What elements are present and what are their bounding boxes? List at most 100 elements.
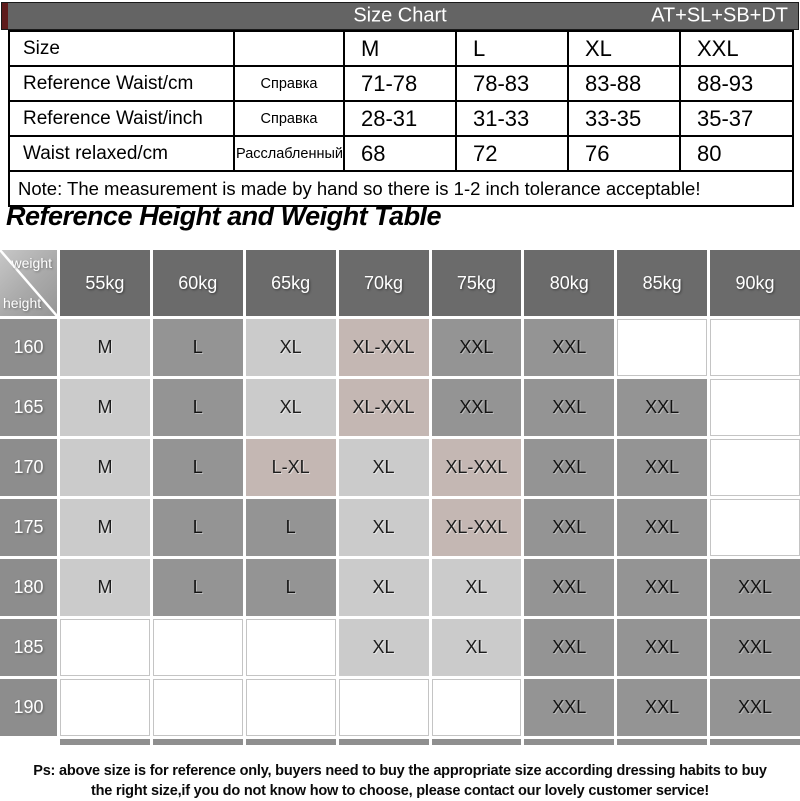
size-table-row: Size M L XL XXL (8, 30, 794, 67)
red-corner-mark (2, 3, 8, 29)
grid-cell (710, 319, 800, 376)
grid-cell: XL (338, 499, 429, 556)
cell-value: 72 (455, 135, 569, 172)
grid-cell: XL (431, 619, 522, 676)
footer-line-2: the right size,if you do not know how to… (90, 783, 710, 799)
height-header: 165 (0, 379, 57, 436)
cell-value: 76 (567, 135, 681, 172)
grid-cell: XXL (617, 619, 708, 676)
cropped-row-cell (524, 739, 615, 745)
grid-cell (338, 679, 429, 736)
grid-cell: XL-XXL (338, 319, 429, 376)
size-table: Size M L XL XXL Reference Waist/cm Справка 71-7… (8, 30, 794, 207)
corner-cell: weight height (0, 250, 57, 316)
weight-header: 70kg (338, 250, 429, 316)
grid-cell (152, 619, 243, 676)
grid-cell (710, 499, 800, 556)
grid-cell: XL (245, 379, 336, 436)
grid-cell: M (60, 319, 150, 376)
cropped-row-gap (0, 739, 57, 745)
grid-cell: XXL (710, 559, 800, 616)
corner-height-label: height (3, 295, 42, 311)
grid-cell: L (152, 379, 243, 436)
grid-cell: L (245, 559, 336, 616)
grid-cell: XL (431, 559, 522, 616)
weight-header: 60kg (152, 250, 243, 316)
grid-cell: XL (338, 559, 429, 616)
row-note: Справка (233, 65, 345, 102)
note-text: Note: The measurement is made by hand so… (8, 170, 794, 207)
cropped-row-cell (710, 739, 800, 745)
cell-value: M (343, 30, 457, 67)
cell-value: 28-31 (343, 100, 457, 137)
grid-cell: XL-XXL (431, 439, 522, 496)
grid-cell: XXL (617, 439, 708, 496)
grid-cell: M (60, 439, 150, 496)
cropped-row-cell (152, 739, 243, 745)
grid-cell: XXL (431, 319, 522, 376)
cropped-row-cell (245, 739, 336, 745)
grid-cell: M (60, 559, 150, 616)
grid-cell: XXL (524, 379, 615, 436)
grid-cell: L (152, 439, 243, 496)
grid-cell (710, 379, 800, 436)
grid-cell: XXL (524, 679, 615, 736)
height-header: 170 (0, 439, 57, 496)
height-header: 175 (0, 499, 57, 556)
grid-cell: L (245, 499, 336, 556)
grid-cell: XXL (617, 559, 708, 616)
row-note (233, 30, 345, 67)
grid-cell: XXL (524, 619, 615, 676)
grid-cell: M (60, 379, 150, 436)
corner-weight-label: weight (11, 255, 52, 271)
cell-value: 83-88 (567, 65, 681, 102)
header-bar: Size Chart AT+SL+SB+DT (1, 2, 799, 30)
weight-header: 85kg (617, 250, 708, 316)
grid-cell: XXL (617, 379, 708, 436)
footer-note: Ps: above size is for reference only, bu… (0, 761, 800, 801)
weight-header: 65kg (245, 250, 336, 316)
grid-cell: XXL (524, 319, 615, 376)
height-header: 160 (0, 319, 57, 376)
grid-cell: L (152, 499, 243, 556)
row-label: Reference Waist/inch (8, 100, 235, 137)
grid-cell (431, 679, 522, 736)
height-header: 190 (0, 679, 57, 736)
cropped-row-cell (338, 739, 429, 745)
grid-cell: XXL (524, 439, 615, 496)
row-label: Waist relaxed/cm (8, 135, 235, 172)
grid-cell (617, 319, 708, 376)
hw-table: weight height 55kg 60kg 65kg 70kg 75kg 80kg 85… (0, 250, 800, 745)
grid-cell: XXL (524, 499, 615, 556)
size-chart-title: Size Chart (353, 4, 447, 27)
weight-header: 55kg (60, 250, 150, 316)
grid-cell: L-XL (245, 439, 336, 496)
cell-value: 35-37 (679, 100, 794, 137)
grid-cell: L (152, 559, 243, 616)
grid-cell: XL-XXL (338, 379, 429, 436)
grid-cell: XXL (431, 379, 522, 436)
height-header: 180 (0, 559, 57, 616)
size-table-row: Waist relaxed/cm Расслабленный 68 72 76 80 (8, 135, 794, 172)
footer-line-1: Ps: above size is for reference only, bu… (33, 763, 767, 779)
row-note: Справка (233, 100, 345, 137)
grid-cell (152, 679, 243, 736)
cell-value: XXL (679, 30, 794, 67)
size-table-row: Reference Waist/inch Справка 28-31 31-33 33-… (8, 100, 794, 137)
grid-cell: XL (338, 619, 429, 676)
cell-value: 31-33 (455, 100, 569, 137)
grid-cell: XXL (710, 619, 800, 676)
cell-value: 88-93 (679, 65, 794, 102)
product-code: AT+SL+SB+DT (651, 4, 788, 27)
grid-cell: XL (245, 319, 336, 376)
height-header: 185 (0, 619, 57, 676)
cell-value: 71-78 (343, 65, 457, 102)
cell-value: 33-35 (567, 100, 681, 137)
row-label: Size (8, 30, 235, 67)
size-table-body: Size M L XL XXL Reference Waist/cm Справка 71-7… (8, 30, 794, 207)
grid-cell: XXL (524, 559, 615, 616)
weight-header: 90kg (710, 250, 800, 316)
cell-value: XL (567, 30, 681, 67)
note-row: Note: The measurement is made by hand so… (8, 170, 794, 207)
cell-value: 80 (679, 135, 794, 172)
